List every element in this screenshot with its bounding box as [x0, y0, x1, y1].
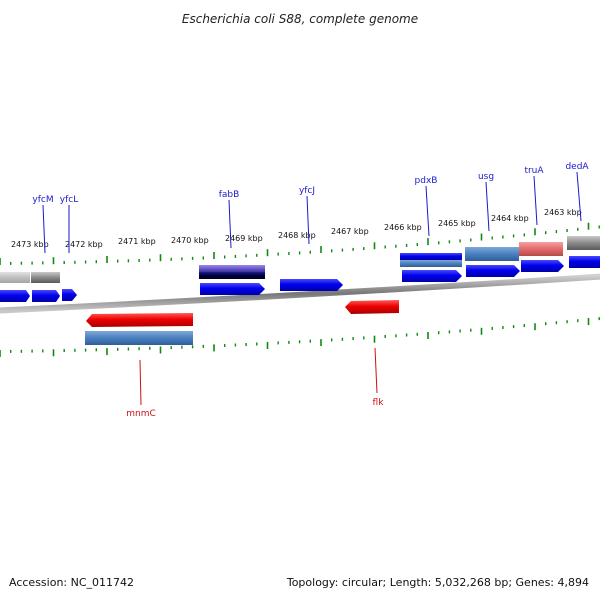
- leader-truA: [533, 175, 538, 226]
- tick-label-2467: 2467 kbp: [331, 227, 369, 236]
- leader-yfcJ: [306, 195, 310, 245]
- gene-arrow-dedA[interactable]: [569, 256, 600, 268]
- outer-feature-row: [0, 236, 600, 283]
- feature-bar-pdxB[interactable]: [400, 253, 462, 260]
- gene-arrow-pdxB[interactable]: [402, 270, 462, 282]
- feature-bar-usg[interactable]: [465, 247, 519, 261]
- feature-bar[interactable]: [0, 272, 30, 283]
- feature-bar[interactable]: [31, 272, 60, 283]
- feature-bar-fabB[interactable]: [199, 265, 265, 272]
- gene-arrow-truA[interactable]: [521, 260, 564, 272]
- gene-arrow-mnmC[interactable]: [86, 313, 193, 327]
- reverse-label-leaders: [139, 347, 378, 406]
- gene-label-usg[interactable]: usg: [478, 172, 494, 182]
- genome-summary-text: Topology: circular; Length: 5,032,268 bp…: [286, 576, 589, 589]
- gene-label-yfcL[interactable]: yfcL: [60, 195, 78, 205]
- tick-label-2473: 2473 kbp: [11, 240, 49, 249]
- forward-label-leaders: [42, 171, 582, 254]
- gene-label-flk[interactable]: flk: [373, 398, 385, 408]
- gene-arrow-yfcL[interactable]: [62, 289, 77, 301]
- tick-label-2465: 2465 kbp: [438, 219, 476, 228]
- gene-label-yfcJ[interactable]: yfcJ: [299, 186, 315, 196]
- feature-bar-fabB-inner[interactable]: [199, 272, 265, 279]
- gene-label-truA[interactable]: truA: [524, 166, 544, 176]
- forward-genes: [0, 256, 600, 302]
- genome-backbone: [0, 273, 600, 314]
- gene-arrow-yfcJ[interactable]: [280, 279, 343, 291]
- outer-tick-ring: [0, 222, 600, 265]
- leader-mnmC: [139, 359, 142, 406]
- tick-label-2468: 2468 kbp: [278, 231, 316, 240]
- reverse-gene-labels: mnmC flk: [126, 398, 384, 419]
- tick-labels: 2473 kbp 2472 kbp 2471 kbp 2470 kbp 2469…: [11, 208, 582, 249]
- inner-tick-ring: [0, 317, 600, 357]
- map-title: Escherichia coli S88, complete genome: [182, 12, 418, 26]
- gene-arrow-fabB[interactable]: [200, 283, 265, 295]
- tick-label-2464: 2464 kbp: [491, 214, 529, 223]
- tick-label-2472: 2472 kbp: [65, 240, 103, 249]
- tick-label-2471: 2471 kbp: [118, 237, 156, 246]
- accession-text: Accession: NC_011742: [9, 576, 135, 589]
- leader-fabB: [228, 199, 232, 249]
- tick-label-2466: 2466 kbp: [384, 223, 422, 232]
- leader-flk: [374, 347, 378, 394]
- gene-label-yfcM[interactable]: yfcM: [32, 195, 53, 205]
- gene-arrow-usg[interactable]: [466, 265, 520, 277]
- forward-gene-labels: yfcM yfcL fabB yfcJ pdxB usg truA dedA: [32, 162, 589, 205]
- gene-label-dedA[interactable]: dedA: [565, 162, 589, 172]
- reverse-genes: [85, 300, 399, 345]
- leader-yfcM: [42, 204, 46, 254]
- feature-bar-truA[interactable]: [519, 242, 563, 256]
- feature-bar-dedA[interactable]: [567, 236, 600, 250]
- gene-arrow-flk[interactable]: [345, 300, 399, 314]
- feature-bar-pdxB-inner[interactable]: [400, 260, 462, 267]
- leader-pdxB: [425, 185, 430, 237]
- gene-label-fabB[interactable]: fabB: [219, 190, 240, 200]
- leader-usg: [485, 181, 490, 232]
- tick-label-2469: 2469 kbp: [225, 234, 263, 243]
- gene-arrow-yfcM-left[interactable]: [0, 290, 30, 302]
- tick-label-2470: 2470 kbp: [171, 236, 209, 245]
- feature-bar-mnmC[interactable]: [85, 331, 193, 345]
- leader-dedA: [576, 171, 582, 222]
- gene-label-pdxB[interactable]: pdxB: [415, 176, 438, 186]
- gene-label-mnmC[interactable]: mnmC: [126, 409, 156, 419]
- tick-label-2463: 2463 kbp: [544, 208, 582, 217]
- gene-arrow-yfcM[interactable]: [32, 290, 60, 302]
